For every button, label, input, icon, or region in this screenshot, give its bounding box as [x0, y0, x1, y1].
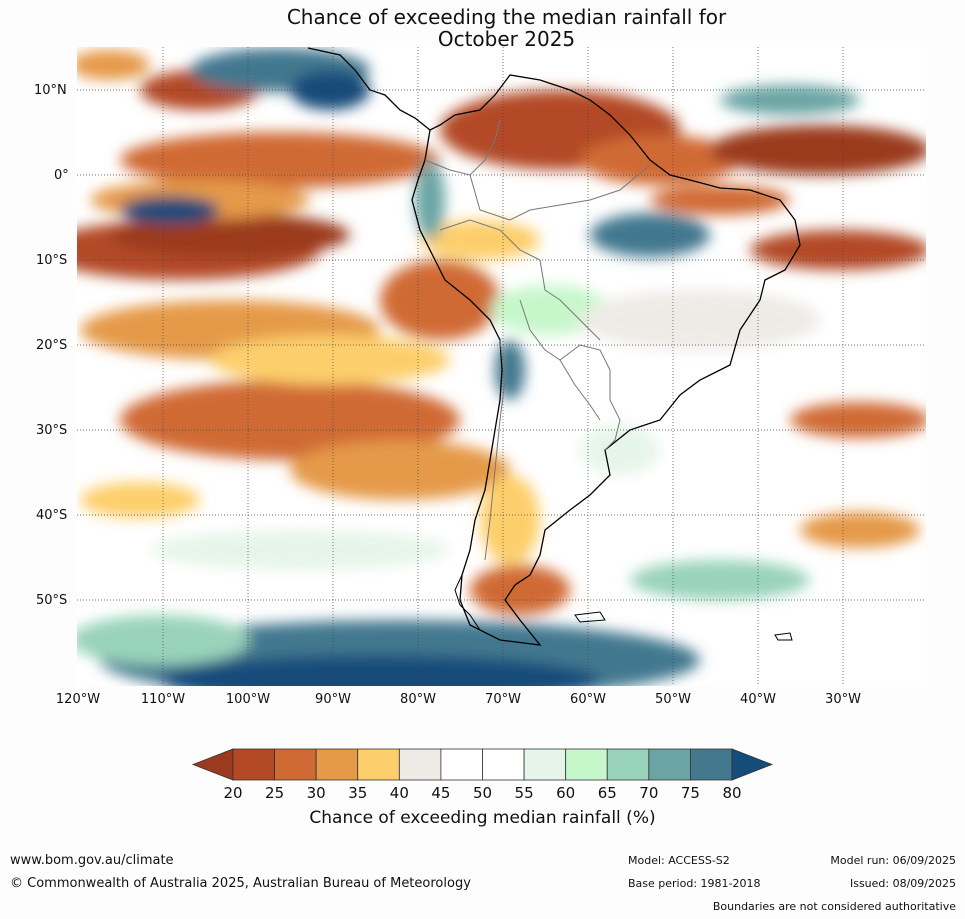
rainfall-field	[77, 47, 926, 686]
colorbar-segment	[606, 748, 650, 781]
footer-model-run: Model run: 06/09/2025	[830, 854, 956, 867]
footer-disclaimer: Boundaries are not considered authoritat…	[712, 900, 956, 913]
colorbar-tick-label: 40	[389, 784, 409, 802]
lon-label-100w: 100°W	[225, 692, 271, 707]
colorbar-tick-label: 75	[680, 784, 700, 802]
colorbar-tick-label: 30	[306, 784, 326, 802]
colorbar-segment	[648, 748, 691, 781]
footer-base-period: Base period: 1981-2018	[628, 877, 761, 890]
lat-label-0: 0°	[54, 168, 69, 183]
colorbar-arrow-low	[191, 748, 234, 781]
lon-label-110w: 110°W	[140, 692, 186, 707]
colorbar-segment	[523, 748, 567, 781]
colorbar-segment	[357, 748, 400, 781]
lon-label-70w: 70°W	[485, 692, 521, 707]
country-borders	[424, 119, 651, 561]
colorbar-tick-label: 65	[597, 784, 617, 802]
colorbar-segment	[315, 748, 359, 781]
lat-label-40s: 40°S	[36, 508, 68, 523]
map-title-line-1: Chance of exceeding the median rainfall …	[286, 5, 727, 29]
colorbar-arrow-high	[731, 748, 774, 781]
lon-label-40w: 40°W	[740, 692, 776, 707]
colorbar-segment	[690, 748, 733, 781]
footer-issued: Issued: 08/09/2025	[849, 877, 956, 890]
colorbar-segment	[440, 748, 483, 781]
colorbar-segment	[565, 748, 608, 781]
lat-label-20s: 20°S	[36, 338, 68, 353]
colorbar-segment	[482, 748, 525, 781]
lat-label-10n: 10°N	[34, 83, 67, 98]
colorbar-tick-label: 50	[472, 784, 493, 802]
lon-label-80w: 80°W	[400, 692, 436, 707]
lon-label-90w: 90°W	[315, 692, 351, 707]
colorbar-tick-label: 25	[265, 784, 285, 802]
lon-label-50w: 50°W	[655, 692, 691, 707]
colorbar-tick-label: 70	[639, 784, 659, 802]
colorbar-tick-label: 80	[722, 784, 742, 802]
colorbar-tick-label: 60	[556, 784, 576, 802]
colorbar-tick-label: 45	[431, 784, 451, 802]
lon-label-30w: 30°W	[825, 692, 861, 707]
lat-label-50s: 50°S	[36, 593, 68, 608]
footer-copyright: © Commonwealth of Australia 2025, Austra…	[10, 876, 471, 891]
lon-label-60w: 60°W	[570, 692, 606, 707]
colorbar-segment	[232, 748, 275, 781]
colorbar-title: Chance of exceeding median rainfall (%)	[309, 808, 656, 828]
lat-label-30s: 30°S	[36, 423, 68, 438]
colorbar-tick-label: 20	[223, 784, 243, 802]
footer-url[interactable]: www.bom.gov.au/climate	[10, 853, 174, 868]
colorbar-segment	[398, 748, 442, 781]
colorbar	[191, 748, 774, 781]
colorbar-tick-label: 35	[348, 784, 368, 802]
colorbar-tick-label: 55	[514, 784, 534, 802]
lat-label-10s: 10°S	[36, 253, 68, 268]
lon-label-120w: 120°W	[55, 692, 101, 707]
footer-model: Model: ACCESS-S2	[628, 854, 730, 867]
colorbar-segment	[274, 748, 317, 781]
graticule	[77, 47, 926, 686]
map-title-line-2: October 2025	[437, 27, 576, 51]
south-america-coastline	[307, 47, 801, 646]
